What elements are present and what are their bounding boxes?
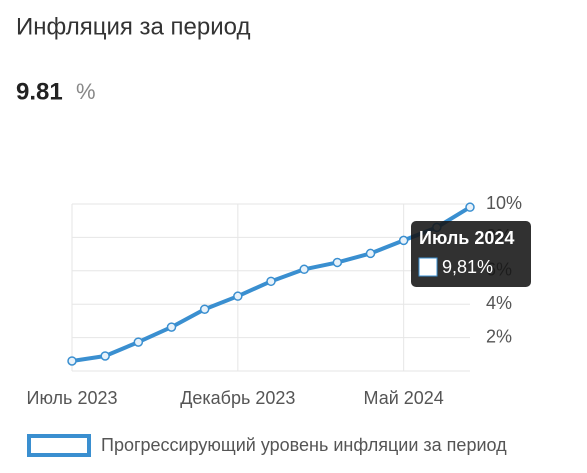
- x-tick-label: Май 2024: [364, 388, 444, 408]
- data-label: 9,81%: [442, 257, 493, 277]
- y-tick-label: 4%: [486, 293, 512, 313]
- point: [299, 264, 309, 275]
- point: [465, 202, 475, 212]
- point: [365, 248, 376, 259]
- tooltip: [411, 221, 531, 287]
- point: [133, 337, 144, 347]
- y-tick-label: 10%: [486, 193, 522, 213]
- point: [398, 235, 409, 246]
- legend-label: Прогрессирующий уровень инфляции за пери…: [101, 435, 507, 455]
- point: [199, 304, 210, 314]
- tooltip-title: Июль 2024: [419, 228, 514, 248]
- point: [332, 257, 343, 268]
- point: [67, 356, 77, 366]
- point: [166, 322, 177, 332]
- x-tick-label: Декабрь 2023: [180, 388, 295, 408]
- point: [100, 351, 110, 361]
- point: [266, 276, 276, 287]
- headline-unit: %: [76, 79, 96, 104]
- x-tick-label: Июль 2023: [27, 388, 118, 408]
- chart-title: Инфляция за период: [16, 13, 250, 40]
- point: [233, 291, 243, 301]
- y-tick-label: 2%: [486, 326, 512, 346]
- legend-swatch: [27, 434, 91, 457]
- tooltip-swatch: [418, 257, 438, 277]
- headline-value: 9.81: [16, 78, 63, 105]
